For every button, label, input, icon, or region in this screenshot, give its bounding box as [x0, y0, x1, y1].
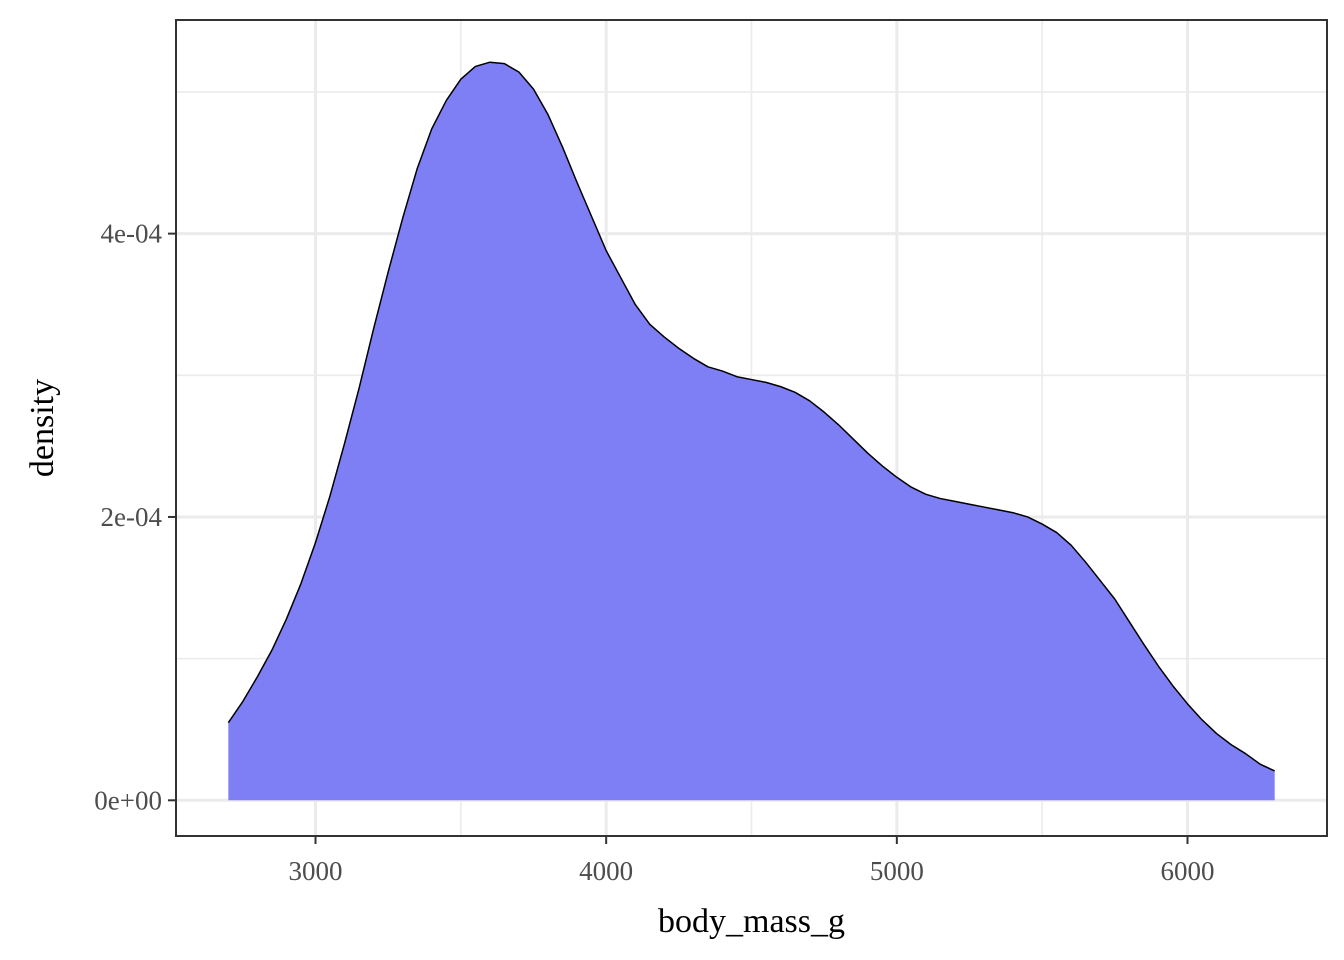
density-area: [228, 62, 1275, 801]
x-tick-label: 3000: [289, 856, 343, 886]
density-line: [227, 61, 1275, 772]
axes: 3000 4000 5000 6000 0e+00 2e-04 4e-04: [94, 19, 1328, 886]
y-tick-label: 0e+00: [94, 785, 162, 815]
y-axis-title: density: [24, 379, 61, 477]
y-tick-label: 2e-04: [101, 502, 163, 532]
y-tick-label: 4e-04: [101, 219, 163, 249]
x-tick-label: 5000: [870, 856, 924, 886]
x-tick-label: 6000: [1160, 856, 1214, 886]
panel-border: [175, 19, 1328, 837]
x-axis-title: body_mass_g: [658, 903, 845, 940]
x-tick-label: 4000: [579, 856, 633, 886]
plot-area: [227, 61, 1275, 801]
